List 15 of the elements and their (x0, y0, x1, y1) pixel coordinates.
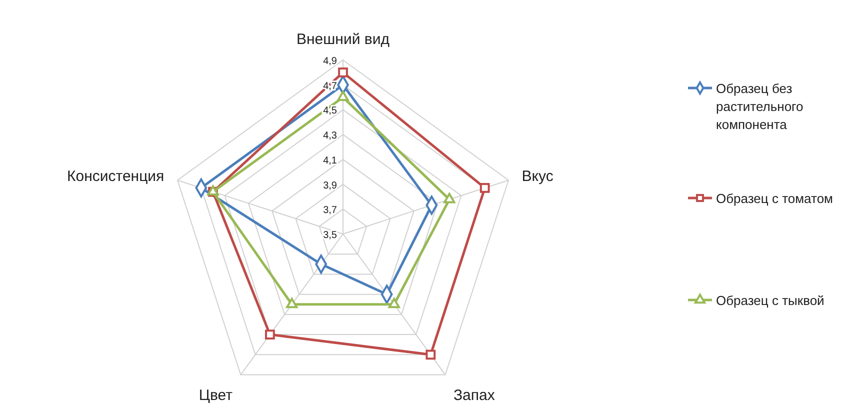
legend-label: Образец без растительного компонента (716, 81, 804, 132)
spoke-label: Запах (454, 387, 496, 404)
legend-label: Образец с тыквой (716, 293, 824, 308)
y-tick-label: 4,9 (323, 56, 338, 67)
spoke-label: Консистенция (67, 168, 164, 185)
spoke-label: Цвет (198, 387, 233, 404)
y-tick-label: 3,5 (323, 230, 338, 241)
y-tick-label: 4,3 (323, 130, 338, 142)
legend-label: Образец с томатом (716, 191, 834, 206)
y-tick-label: 3,9 (323, 180, 338, 192)
y-tick-label: 3,7 (323, 205, 338, 216)
spoke-label: Вкус (522, 168, 554, 185)
spoke-label: Внешний вид (296, 31, 390, 48)
y-tick-label: 4,1 (323, 155, 338, 166)
y-tick-label: 4,5 (323, 106, 338, 117)
